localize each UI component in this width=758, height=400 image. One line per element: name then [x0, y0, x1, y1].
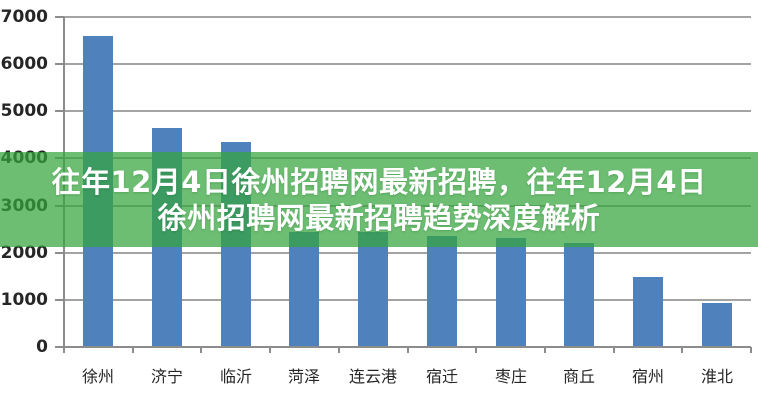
y-axis-tick: [55, 16, 64, 18]
x-axis-label: 连云港: [348, 367, 397, 386]
y-axis-tick: [55, 299, 64, 301]
x-axis-label: 徐州: [81, 367, 114, 386]
x-axis-label: 济宁: [150, 367, 183, 386]
bar-商丘: [564, 243, 594, 347]
x-axis-tick: [338, 347, 340, 353]
y-axis-label: 5000: [0, 101, 48, 121]
x-axis-label: 临沂: [219, 367, 252, 386]
y-gridline: [64, 16, 751, 18]
y-axis-label: 6000: [0, 54, 48, 74]
bar-宿迁: [427, 236, 457, 347]
x-axis-label: 商丘: [562, 367, 595, 386]
y-gridline: [64, 252, 751, 254]
overlay-title-line-2: 徐州招聘网最新招聘趋势深度解析: [157, 200, 601, 235]
x-axis-tick: [132, 347, 134, 353]
title-overlay-band: 往年12月4日徐州招聘网最新招聘，往年12月4日 徐州招聘网最新招聘趋势深度解析: [0, 152, 758, 247]
y-axis-label: 7000: [0, 7, 48, 27]
y-gridline: [64, 299, 751, 301]
x-axis-label: 宿州: [631, 367, 664, 386]
y-gridline: [64, 110, 751, 112]
x-axis-tick: [613, 347, 615, 353]
x-axis-label: 菏泽: [287, 367, 320, 386]
bar-宿州: [633, 277, 663, 347]
y-axis-tick: [55, 110, 64, 112]
y-axis-tick: [55, 346, 64, 348]
x-axis-tick: [200, 347, 202, 353]
x-axis-label: 淮北: [700, 367, 733, 386]
bar-菏泽: [289, 232, 319, 347]
y-axis-tick: [55, 252, 64, 254]
y-axis-label: 2000: [0, 243, 48, 263]
x-axis-label: 宿迁: [425, 367, 458, 386]
x-axis-tick: [407, 347, 409, 353]
x-axis-tick: [544, 347, 546, 353]
bar-连云港: [358, 232, 388, 347]
x-axis-label: 枣庄: [494, 367, 527, 386]
bar-淮北: [702, 303, 732, 347]
x-axis-tick: [63, 347, 65, 353]
y-axis-label: 0: [36, 337, 48, 357]
x-axis-tick: [681, 347, 683, 353]
x-axis-tick: [475, 347, 477, 353]
y-axis-label: 1000: [0, 290, 48, 310]
bar-枣庄: [496, 238, 526, 347]
overlay-title-line-1: 往年12月4日徐州招聘网最新招聘，往年12月4日: [51, 164, 707, 199]
x-axis-tick: [750, 347, 752, 353]
y-gridline: [64, 63, 751, 65]
y-axis-tick: [55, 63, 64, 65]
x-axis-tick: [269, 347, 271, 353]
